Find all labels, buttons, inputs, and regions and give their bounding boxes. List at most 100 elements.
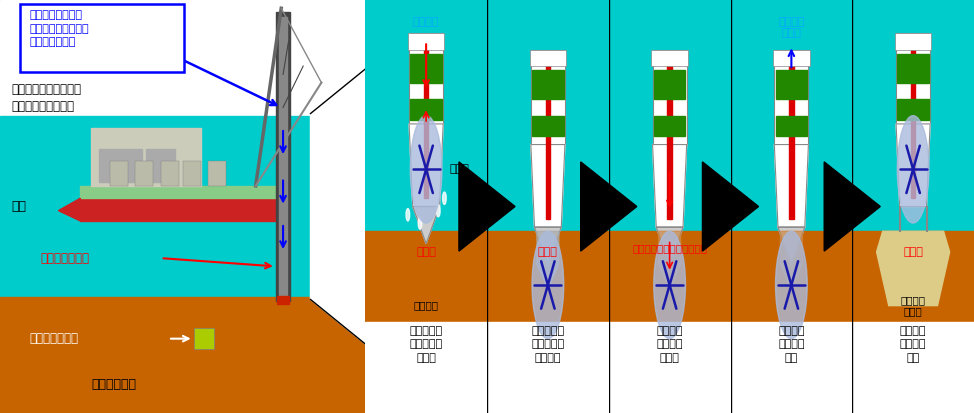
Bar xyxy=(730,322,852,413)
Bar xyxy=(80,186,281,198)
Polygon shape xyxy=(311,66,369,347)
Bar xyxy=(531,50,565,145)
Circle shape xyxy=(418,217,422,229)
Bar xyxy=(852,231,974,322)
Bar xyxy=(410,99,442,120)
Bar xyxy=(654,70,686,99)
Bar xyxy=(775,70,807,99)
Circle shape xyxy=(532,231,564,339)
Bar xyxy=(789,58,794,219)
Text: 撹拌翼が回転しながら昇降: 撹拌翼が回転しながら昇降 xyxy=(632,243,707,253)
Bar xyxy=(194,328,213,349)
Text: 粘土地盤: 粘土地盤 xyxy=(414,301,438,311)
Bar xyxy=(276,12,290,301)
Bar xyxy=(80,198,281,221)
Bar xyxy=(183,161,201,186)
Bar xyxy=(365,0,487,231)
Circle shape xyxy=(442,192,446,204)
Bar xyxy=(146,149,175,182)
Text: バケットを
地盤に圧入
して密閉: バケットを 地盤に圧入 して密閉 xyxy=(531,326,565,363)
Polygon shape xyxy=(581,162,637,251)
Text: 先端開: 先端開 xyxy=(903,247,923,257)
Text: カルシア
改質材: カルシア 改質材 xyxy=(778,17,805,38)
Bar xyxy=(161,161,179,186)
Bar xyxy=(774,50,808,145)
Circle shape xyxy=(406,209,410,221)
Polygon shape xyxy=(409,124,443,206)
Bar xyxy=(279,17,286,297)
Bar xyxy=(487,231,609,322)
Bar xyxy=(408,33,444,50)
Polygon shape xyxy=(774,145,808,227)
Circle shape xyxy=(897,116,929,223)
Polygon shape xyxy=(656,227,683,264)
Polygon shape xyxy=(824,162,880,251)
Bar xyxy=(773,50,809,66)
Text: 軟弱粘土地盤: 軟弱粘土地盤 xyxy=(92,377,136,391)
Bar xyxy=(654,116,686,136)
Bar xyxy=(852,0,974,231)
Text: 海水: 海水 xyxy=(11,200,26,213)
Circle shape xyxy=(654,231,686,339)
Text: 圧縮空気: 圧縮空気 xyxy=(413,17,439,26)
Bar xyxy=(896,33,930,124)
Bar xyxy=(135,161,154,186)
Bar xyxy=(365,322,487,413)
Bar xyxy=(775,116,807,136)
Bar xyxy=(424,41,429,198)
Polygon shape xyxy=(537,231,559,289)
Text: サンドコンパクション
バイル工法の専用船: サンドコンパクション バイル工法の専用船 xyxy=(11,83,81,113)
Bar xyxy=(277,296,289,304)
Bar xyxy=(730,0,852,231)
Circle shape xyxy=(775,231,807,339)
Text: 密閉式バケット: 密閉式バケット xyxy=(40,252,90,265)
Bar xyxy=(109,161,128,186)
Bar xyxy=(530,50,566,66)
Circle shape xyxy=(436,204,440,217)
Bar xyxy=(409,33,443,124)
Text: カルシア
改質材を
混合: カルシア 改質材を 混合 xyxy=(778,326,805,363)
Polygon shape xyxy=(653,145,687,227)
Polygon shape xyxy=(896,124,930,206)
Polygon shape xyxy=(877,231,950,306)
Polygon shape xyxy=(459,162,515,251)
Polygon shape xyxy=(778,227,805,264)
Bar xyxy=(911,41,916,198)
Bar xyxy=(208,161,226,186)
Bar xyxy=(0,116,365,297)
Bar xyxy=(487,322,609,413)
Bar xyxy=(410,54,442,83)
Polygon shape xyxy=(702,162,759,251)
FancyBboxPatch shape xyxy=(20,4,184,72)
Polygon shape xyxy=(58,198,80,221)
Bar xyxy=(545,58,550,219)
Polygon shape xyxy=(413,206,439,244)
Text: カルシア
改質土を
排出: カルシア 改質土を 排出 xyxy=(900,326,926,363)
Bar xyxy=(487,0,609,231)
Bar xyxy=(852,322,974,413)
Text: 撹拌翼: 撹拌翼 xyxy=(449,164,469,174)
Bar xyxy=(532,70,564,99)
Bar xyxy=(532,116,564,136)
Polygon shape xyxy=(531,145,565,227)
Text: 先端閉: 先端閉 xyxy=(538,247,558,257)
Text: カルシア改質材を
密閉式バケット内へ
搬送・投入する: カルシア改質材を 密閉式バケット内へ 搬送・投入する xyxy=(29,10,89,47)
Bar xyxy=(730,231,852,322)
Text: 圧気により
バケット内
を排水: 圧気により バケット内 を排水 xyxy=(409,326,443,363)
Text: 先端開: 先端開 xyxy=(416,247,436,257)
Circle shape xyxy=(410,116,442,223)
Bar xyxy=(609,231,730,322)
Bar xyxy=(365,231,487,322)
Bar xyxy=(609,322,730,413)
Bar xyxy=(653,50,687,145)
Text: 取り込み
した粘土
を解泥: 取り込み した粘土 を解泥 xyxy=(656,326,683,363)
Bar xyxy=(652,50,688,66)
Text: カルシア改質土: カルシア改質土 xyxy=(29,332,78,345)
Bar xyxy=(92,128,201,186)
Bar xyxy=(897,54,929,83)
Bar xyxy=(609,0,730,231)
Bar xyxy=(98,149,142,182)
Polygon shape xyxy=(535,227,561,264)
Bar xyxy=(895,33,931,50)
Polygon shape xyxy=(658,231,681,289)
